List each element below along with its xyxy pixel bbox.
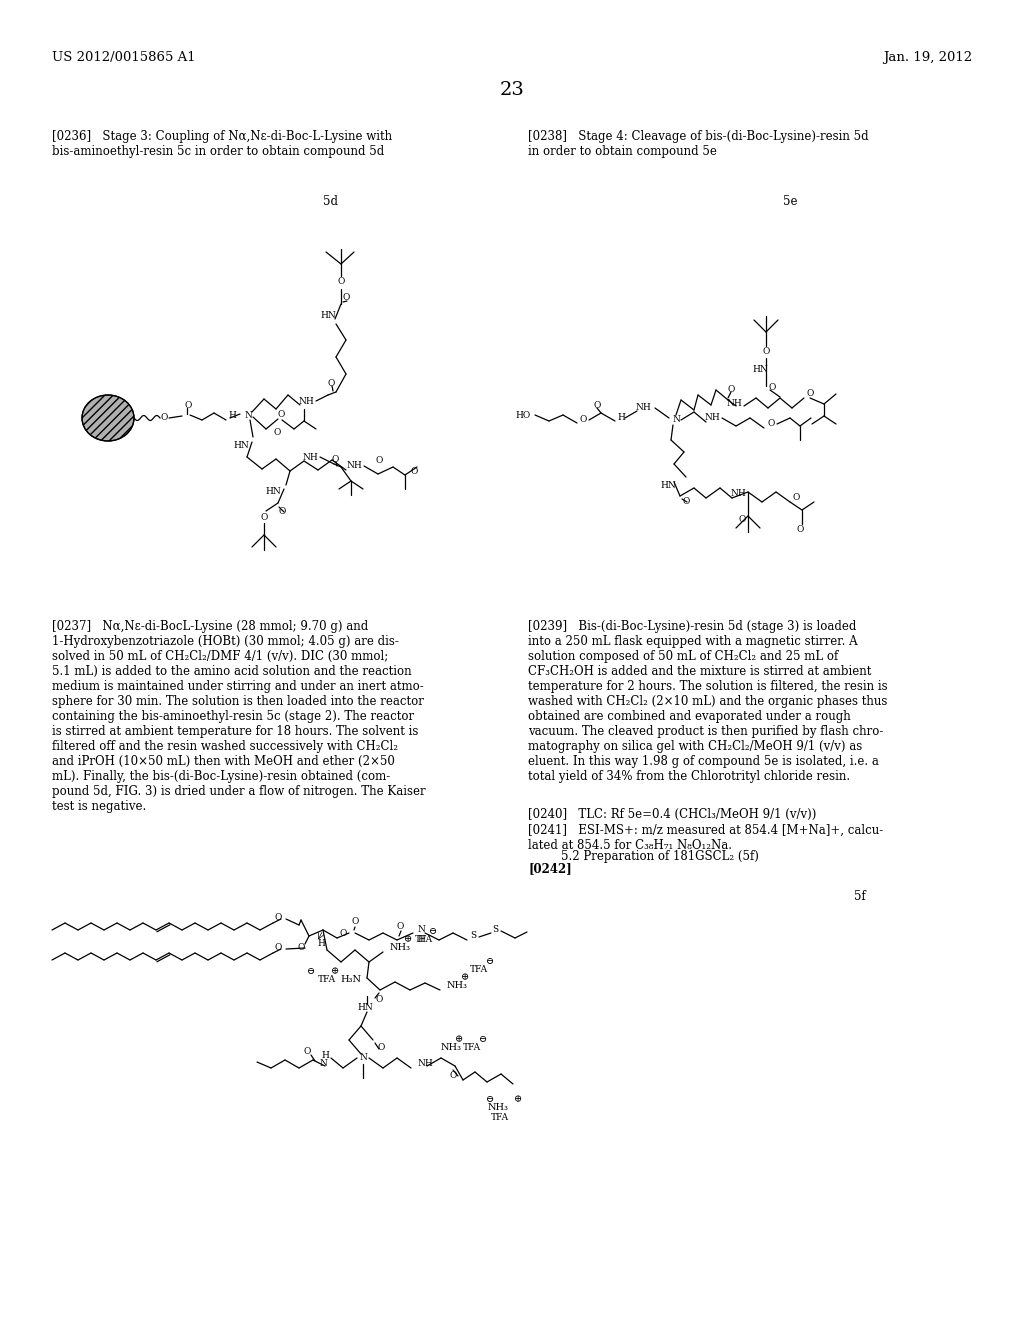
Text: O: O	[332, 454, 339, 463]
Text: NH₃: NH₃	[447, 982, 468, 990]
Text: O: O	[396, 921, 403, 931]
Text: O: O	[682, 498, 690, 507]
Text: O: O	[768, 384, 776, 392]
Text: H₃N: H₃N	[340, 975, 361, 985]
Text: O: O	[580, 416, 587, 425]
Text: H: H	[322, 1052, 329, 1060]
Text: O: O	[274, 942, 282, 952]
Text: ⊖: ⊖	[486, 1096, 494, 1105]
Text: O: O	[767, 420, 775, 429]
Text: Jan. 19, 2012: Jan. 19, 2012	[883, 51, 972, 65]
Text: NH₃: NH₃	[441, 1044, 462, 1052]
Text: O: O	[328, 379, 335, 388]
Text: 5e: 5e	[782, 195, 798, 209]
Text: O: O	[593, 400, 601, 409]
Text: NH₃: NH₃	[487, 1104, 509, 1113]
Text: NH: NH	[417, 1060, 433, 1068]
Text: O: O	[793, 494, 800, 503]
Text: [0239]   Bis-(di-Boc-Lysine)-resin 5d (stage 3) is loaded
into a 250 mL flask eq: [0239] Bis-(di-Boc-Lysine)-resin 5d (sta…	[528, 620, 888, 783]
Text: O: O	[304, 1048, 311, 1056]
Text: O: O	[260, 513, 267, 523]
Text: [0236]   Stage 3: Coupling of Nα,Nε-di-Boc-L-Lysine with
bis-aminoethyl-resin 5c: [0236] Stage 3: Coupling of Nα,Nε-di-Boc…	[52, 129, 392, 158]
Text: HN: HN	[233, 441, 249, 450]
Text: O: O	[278, 411, 286, 418]
Text: O: O	[376, 455, 383, 465]
Text: NH: NH	[298, 396, 314, 405]
Text: NH: NH	[635, 404, 651, 412]
Text: [0240]   TLC: Rf 5e=0.4 (CHCl₃/MeOH 9/1 (v/v)): [0240] TLC: Rf 5e=0.4 (CHCl₃/MeOH 9/1 (v…	[528, 808, 816, 821]
Text: O: O	[279, 507, 286, 516]
Text: HN: HN	[660, 480, 676, 490]
Text: ⊕: ⊕	[461, 974, 469, 982]
Text: NH₃: NH₃	[390, 944, 411, 953]
Text: 23: 23	[500, 81, 524, 99]
Text: ⊕: ⊕	[331, 968, 339, 977]
Text: O: O	[337, 277, 345, 286]
Text: O: O	[450, 1072, 457, 1081]
Text: H: H	[317, 940, 325, 949]
Text: N: N	[359, 1053, 367, 1063]
Text: O: O	[806, 389, 814, 399]
Text: S: S	[470, 932, 476, 940]
Text: ⊖: ⊖	[307, 968, 315, 977]
Text: H: H	[417, 935, 425, 944]
Text: N: N	[417, 925, 425, 935]
Text: O: O	[377, 1044, 384, 1052]
Text: O: O	[274, 912, 282, 921]
Text: O: O	[351, 917, 358, 927]
Text: NH: NH	[726, 400, 741, 408]
Text: US 2012/0015865 A1: US 2012/0015865 A1	[52, 51, 196, 65]
Text: N: N	[319, 1060, 327, 1068]
Text: O: O	[161, 413, 168, 422]
Text: H: H	[228, 412, 236, 421]
Text: ⊕: ⊕	[514, 1096, 522, 1105]
Text: O: O	[411, 467, 418, 477]
Text: O: O	[728, 385, 735, 395]
Text: O: O	[297, 944, 305, 953]
Text: [0241]   ESI-MS+: m/z measured at 854.4 [M+Na]+, calcu-
lated at 854.5 for C₃₈H₇: [0241] ESI-MS+: m/z measured at 854.4 [M…	[528, 824, 884, 851]
Text: NH: NH	[346, 462, 361, 470]
Text: [0237]   Nα,Nε-di-BocL-Lysine (28 mmol; 9.70 g) and
1-Hydroxybenzotriazole (HOBt: [0237] Nα,Nε-di-BocL-Lysine (28 mmol; 9.…	[52, 620, 426, 813]
Text: TFA: TFA	[463, 1044, 481, 1052]
Text: O: O	[738, 516, 745, 524]
Text: 5f: 5f	[854, 890, 866, 903]
Text: TFA: TFA	[490, 1114, 509, 1122]
Text: NH: NH	[302, 453, 317, 462]
Text: ⊖: ⊖	[479, 1035, 487, 1044]
Text: ⊖: ⊖	[486, 957, 494, 966]
Text: S: S	[492, 925, 498, 935]
Ellipse shape	[82, 395, 134, 441]
Text: 5.2 Preparation of 181GSCL₂ (5f): 5.2 Preparation of 181GSCL₂ (5f)	[561, 850, 759, 863]
Text: ⊕: ⊕	[455, 1035, 463, 1044]
Text: O: O	[273, 428, 281, 437]
Text: HN: HN	[265, 487, 281, 495]
Text: [0238]   Stage 4: Cleavage of bis-(di-Boc-Lysine)-resin 5d
in order to obtain co: [0238] Stage 4: Cleavage of bis-(di-Boc-…	[528, 129, 868, 158]
Text: TFA: TFA	[470, 965, 488, 974]
Text: HN: HN	[357, 1003, 373, 1012]
Text: N: N	[672, 416, 680, 425]
Text: O: O	[184, 400, 191, 409]
Text: NH: NH	[705, 413, 720, 422]
Text: [0242]: [0242]	[528, 862, 571, 875]
Text: O: O	[339, 929, 347, 939]
Text: TFA: TFA	[415, 936, 433, 945]
Text: HN: HN	[321, 312, 336, 321]
Text: 5d: 5d	[323, 195, 338, 209]
Text: NH: NH	[730, 490, 745, 499]
Text: H: H	[617, 413, 625, 422]
Text: HN: HN	[752, 366, 768, 375]
Text: O: O	[375, 995, 382, 1005]
Text: TFA: TFA	[317, 975, 336, 985]
Text: N: N	[244, 411, 252, 420]
Text: O: O	[342, 293, 349, 302]
Text: ⊖: ⊖	[429, 928, 437, 936]
Text: O: O	[797, 525, 804, 535]
Text: ⊕: ⊕	[403, 936, 412, 945]
Text: O: O	[762, 347, 770, 356]
Text: HO: HO	[516, 411, 531, 420]
